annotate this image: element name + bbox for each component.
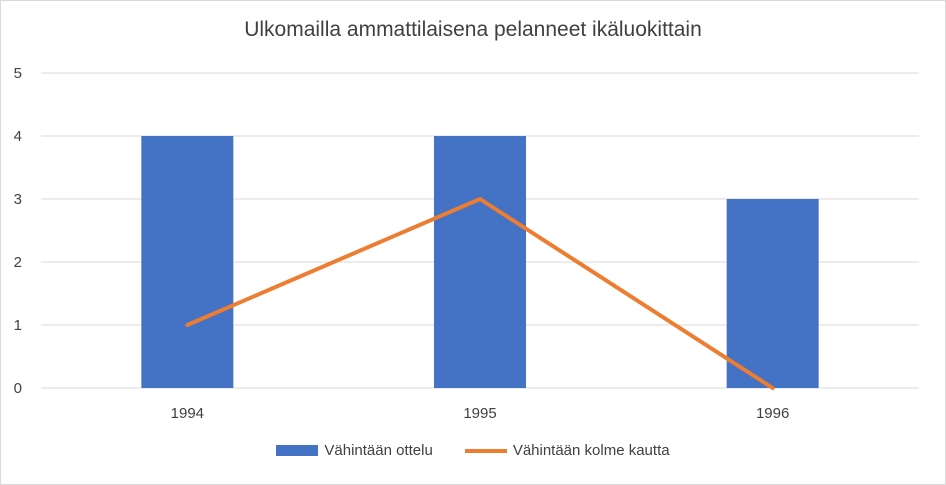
legend-label-bar-series: Vähintään ottelu — [324, 442, 433, 459]
y-tick-label: 1 — [14, 317, 22, 334]
legend: Vähintään ottelu Vähintään kolme kautta — [0, 442, 946, 459]
y-tick-label: 0 — [14, 380, 22, 397]
legend-item-bar-series: Vähintään ottelu — [276, 442, 433, 459]
legend-swatch-line — [464, 448, 507, 453]
y-tick-label: 4 — [14, 128, 22, 145]
legend-swatch-bar — [276, 445, 319, 456]
legend-item-line-series: Vähintään kolme kautta — [464, 442, 670, 459]
series-line — [185, 197, 775, 390]
y-tick-label: 3 — [14, 191, 22, 208]
x-tick-label: 1995 — [463, 405, 496, 422]
y-tick-label: 5 — [14, 65, 22, 82]
bar — [141, 136, 234, 388]
bar — [726, 199, 819, 388]
chart-title: Ulkomailla ammattilaisena pelanneet ikäl… — [244, 18, 702, 41]
legend-label-line-series: Vähintään kolme kautta — [512, 442, 670, 459]
bar — [434, 136, 526, 388]
y-tick-label: 2 — [14, 254, 22, 271]
x-tick-label: 1994 — [171, 405, 204, 422]
x-tick-label: 1996 — [756, 405, 789, 422]
